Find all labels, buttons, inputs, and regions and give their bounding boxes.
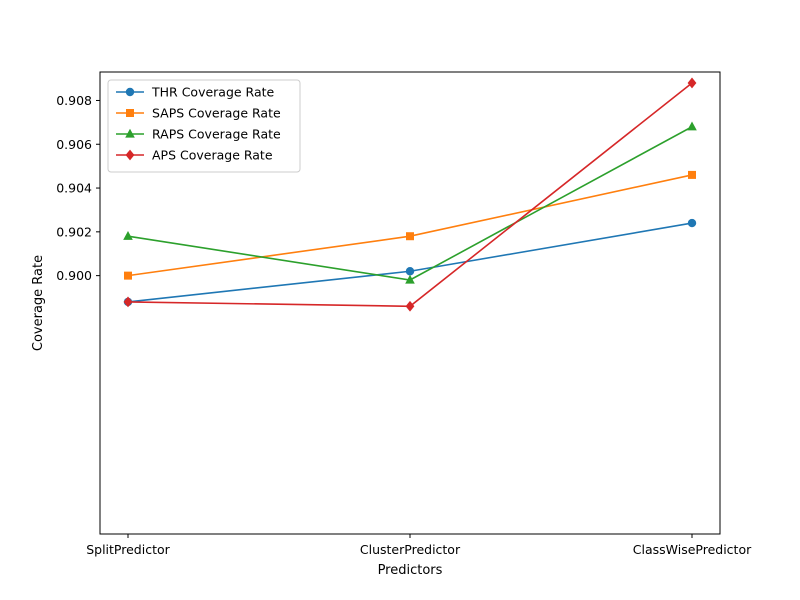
legend-label: SAPS Coverage Rate	[152, 106, 281, 121]
y-tick-label: 0.906	[56, 137, 92, 152]
data-point	[405, 300, 415, 312]
legend-box	[107, 79, 301, 173]
series-3	[123, 121, 697, 284]
data-point	[124, 271, 132, 280]
data-point	[406, 232, 414, 241]
y-tick-label: 0.900	[56, 268, 92, 283]
data-point	[687, 218, 697, 228]
legend: THR Coverage Rate SAPS Coverage Rate RAPS …	[107, 79, 301, 173]
legend-marker	[125, 128, 135, 138]
x-tick-label: ClusterPredictor	[360, 542, 461, 557]
y-axis: 0.900 0.902 0.904 0.906 0.908	[56, 93, 100, 283]
y-tick-label: 0.904	[56, 181, 92, 196]
x-axis: SplitPredictor ClusterPredictor ClassWiseP…	[86, 534, 752, 557]
legend-marker	[125, 87, 135, 97]
data-point	[405, 267, 415, 276]
data-point	[123, 296, 133, 308]
legend-label: APS Coverage Rate	[152, 148, 273, 163]
y-tick-label: 0.908	[56, 93, 92, 108]
y-tick-label: 0.902	[56, 224, 92, 239]
legend-item: APS Coverage Rate	[116, 148, 273, 163]
series-4	[123, 77, 697, 312]
data-point	[687, 121, 697, 131]
y-axis-label: Coverage Rate	[31, 255, 46, 351]
legend-item: SAPS Coverage Rate	[116, 106, 281, 121]
legend-marker	[126, 109, 134, 117]
x-tick-label: ClassWisePredictor	[633, 542, 752, 557]
legend-item: RAPS Coverage Rate	[116, 127, 281, 142]
legend-item: THR Coverage Rate	[116, 85, 275, 100]
series-2	[124, 170, 696, 280]
data-point	[405, 274, 415, 284]
legend-label: RAPS Coverage Rate	[152, 127, 281, 142]
x-tick-label: SplitPredictor	[86, 542, 170, 557]
series-layer	[123, 77, 697, 312]
x-axis-label: Predictors	[378, 563, 443, 578]
data-point	[687, 77, 697, 89]
data-point	[123, 231, 133, 240]
data-point	[688, 170, 696, 179]
legend-marker	[125, 149, 135, 161]
legend-label: THR Coverage Rate	[151, 85, 275, 100]
